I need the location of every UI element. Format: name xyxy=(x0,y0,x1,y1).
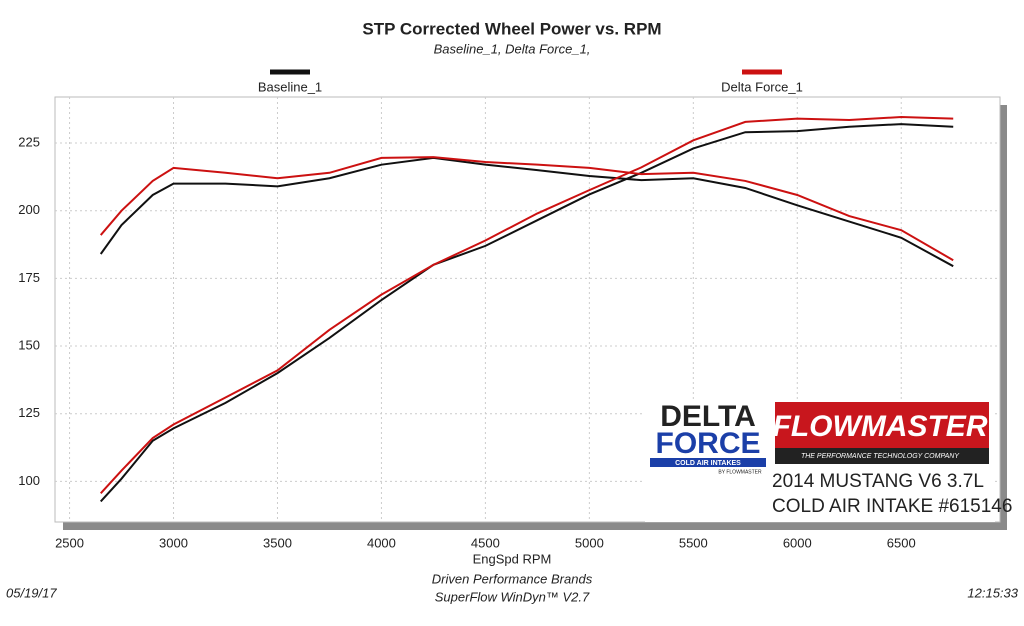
brand-strip xyxy=(775,448,989,464)
x-tick-label: 2500 xyxy=(55,535,84,550)
x-tick-label: 4000 xyxy=(367,535,396,550)
x-tick-label: 6000 xyxy=(783,535,812,550)
legend-label: Delta Force_1 xyxy=(721,79,803,94)
power-curve xyxy=(99,156,954,268)
part-label: COLD AIR INTAKE #615146 xyxy=(772,496,1012,517)
y-tick-label: 175 xyxy=(18,270,40,285)
x-axis-label: EngSpd RPM xyxy=(473,551,552,566)
x-tick-label: 6500 xyxy=(887,535,916,550)
logo-by: BY FLOWMASTER xyxy=(718,469,762,475)
y-tick-label: 100 xyxy=(18,473,40,488)
chart-subtitle: Baseline_1, Delta Force_1, xyxy=(434,41,591,56)
power-curve xyxy=(100,123,954,503)
logo-cold-air: COLD AIR INTAKES xyxy=(675,460,741,467)
y-tick-label: 125 xyxy=(18,405,40,420)
brand-name: FLOWMASTER xyxy=(773,410,988,443)
footer-time: 12:15:33 xyxy=(967,585,1018,600)
logo-bar xyxy=(650,458,766,467)
footer-company: Driven Performance Brands xyxy=(432,571,593,586)
y-tick-label: 200 xyxy=(18,202,40,217)
power-curve xyxy=(99,156,954,262)
car-label: 2014 MUSTANG V6 3.7L xyxy=(772,471,984,492)
chart-title: STP Corrected Wheel Power vs. RPM xyxy=(362,19,661,38)
footer-software: SuperFlow WinDyn™ V2.7 xyxy=(435,589,590,604)
brand-tagline: THE PERFORMANCE TECHNOLOGY COMPANY xyxy=(801,453,960,460)
logo-force: FORCE xyxy=(656,427,761,460)
power-curve xyxy=(100,116,954,494)
x-tick-label: 3500 xyxy=(263,535,292,550)
x-tick-label: 3000 xyxy=(159,535,188,550)
x-tick-label: 4500 xyxy=(471,535,500,550)
logo-box: DELTA FORCE COLD AIR INTAKES BY FLOWMAST… xyxy=(645,400,1012,522)
y-tick-label: 150 xyxy=(18,337,40,352)
footer-date: 05/19/17 xyxy=(6,585,57,600)
y-tick-label: 225 xyxy=(18,134,40,149)
x-tick-label: 5500 xyxy=(679,535,708,550)
logo-delta: DELTA xyxy=(660,400,756,433)
x-tick-label: 5000 xyxy=(575,535,604,550)
legend-label: Baseline_1 xyxy=(258,79,322,94)
